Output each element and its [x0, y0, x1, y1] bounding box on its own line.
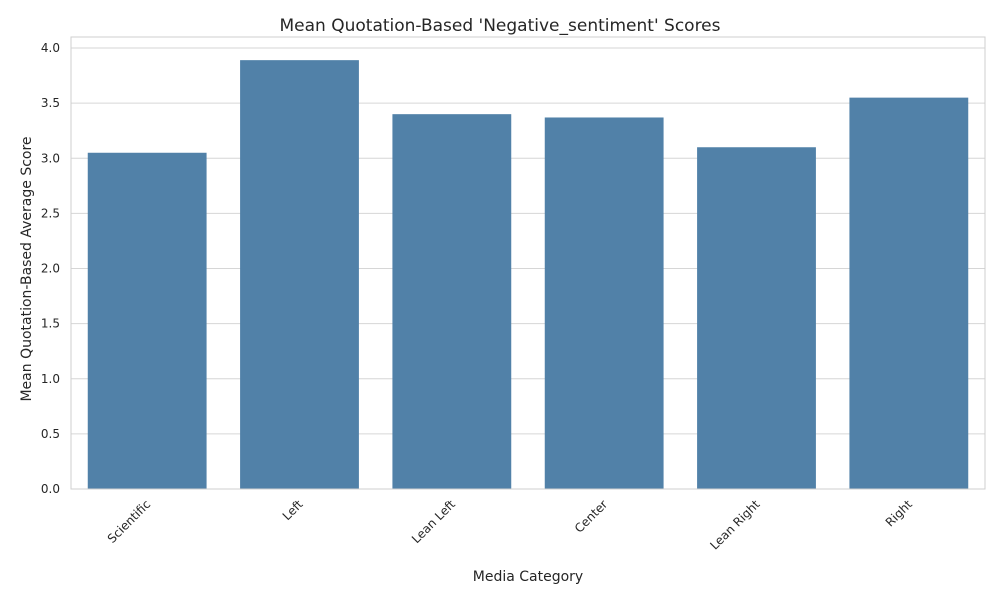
bars [87, 60, 969, 490]
y-tick-label: 3.0 [41, 151, 60, 165]
plot-frame [70, 36, 986, 490]
y-tick-label: 0.5 [41, 427, 60, 441]
x-tick-label: Left [280, 497, 306, 523]
x-axis-label: Media Category [473, 569, 583, 585]
x-tick-label: Lean Right [707, 497, 763, 553]
bar-lean-right [697, 147, 816, 489]
bar-center [544, 117, 664, 489]
bar-lean-left [392, 114, 512, 490]
x-tick-label: Lean Left [409, 497, 458, 546]
y-tick-label: 2.0 [41, 262, 60, 276]
x-tick-label: Scientific [105, 497, 154, 546]
y-tick-labels: 0.0 0.5 1.0 1.5 2.0 2.5 3.0 3.5 4.0 [41, 41, 60, 496]
y-tick-label: 1.0 [41, 372, 60, 386]
y-tick-label: 0.0 [41, 482, 60, 496]
y-axis-label: Mean Quotation-Based Average Score [19, 136, 35, 401]
y-tick-label: 2.5 [41, 206, 60, 220]
gridlines [71, 47, 985, 490]
x-tick-label: Center [572, 497, 611, 536]
y-tick-label: 3.5 [41, 96, 60, 110]
chart-title: Mean Quotation-Based 'Negative_sentiment… [280, 16, 721, 36]
bar-right [849, 97, 969, 489]
bar-left [240, 60, 359, 490]
x-tick-labels: Scientific Left Lean Left Center Lean Right R… [105, 497, 915, 553]
bar-scientific [87, 152, 207, 489]
x-tick-label: Right [883, 497, 915, 529]
y-tick-label: 1.5 [41, 317, 60, 331]
y-tick-label: 4.0 [41, 41, 60, 55]
